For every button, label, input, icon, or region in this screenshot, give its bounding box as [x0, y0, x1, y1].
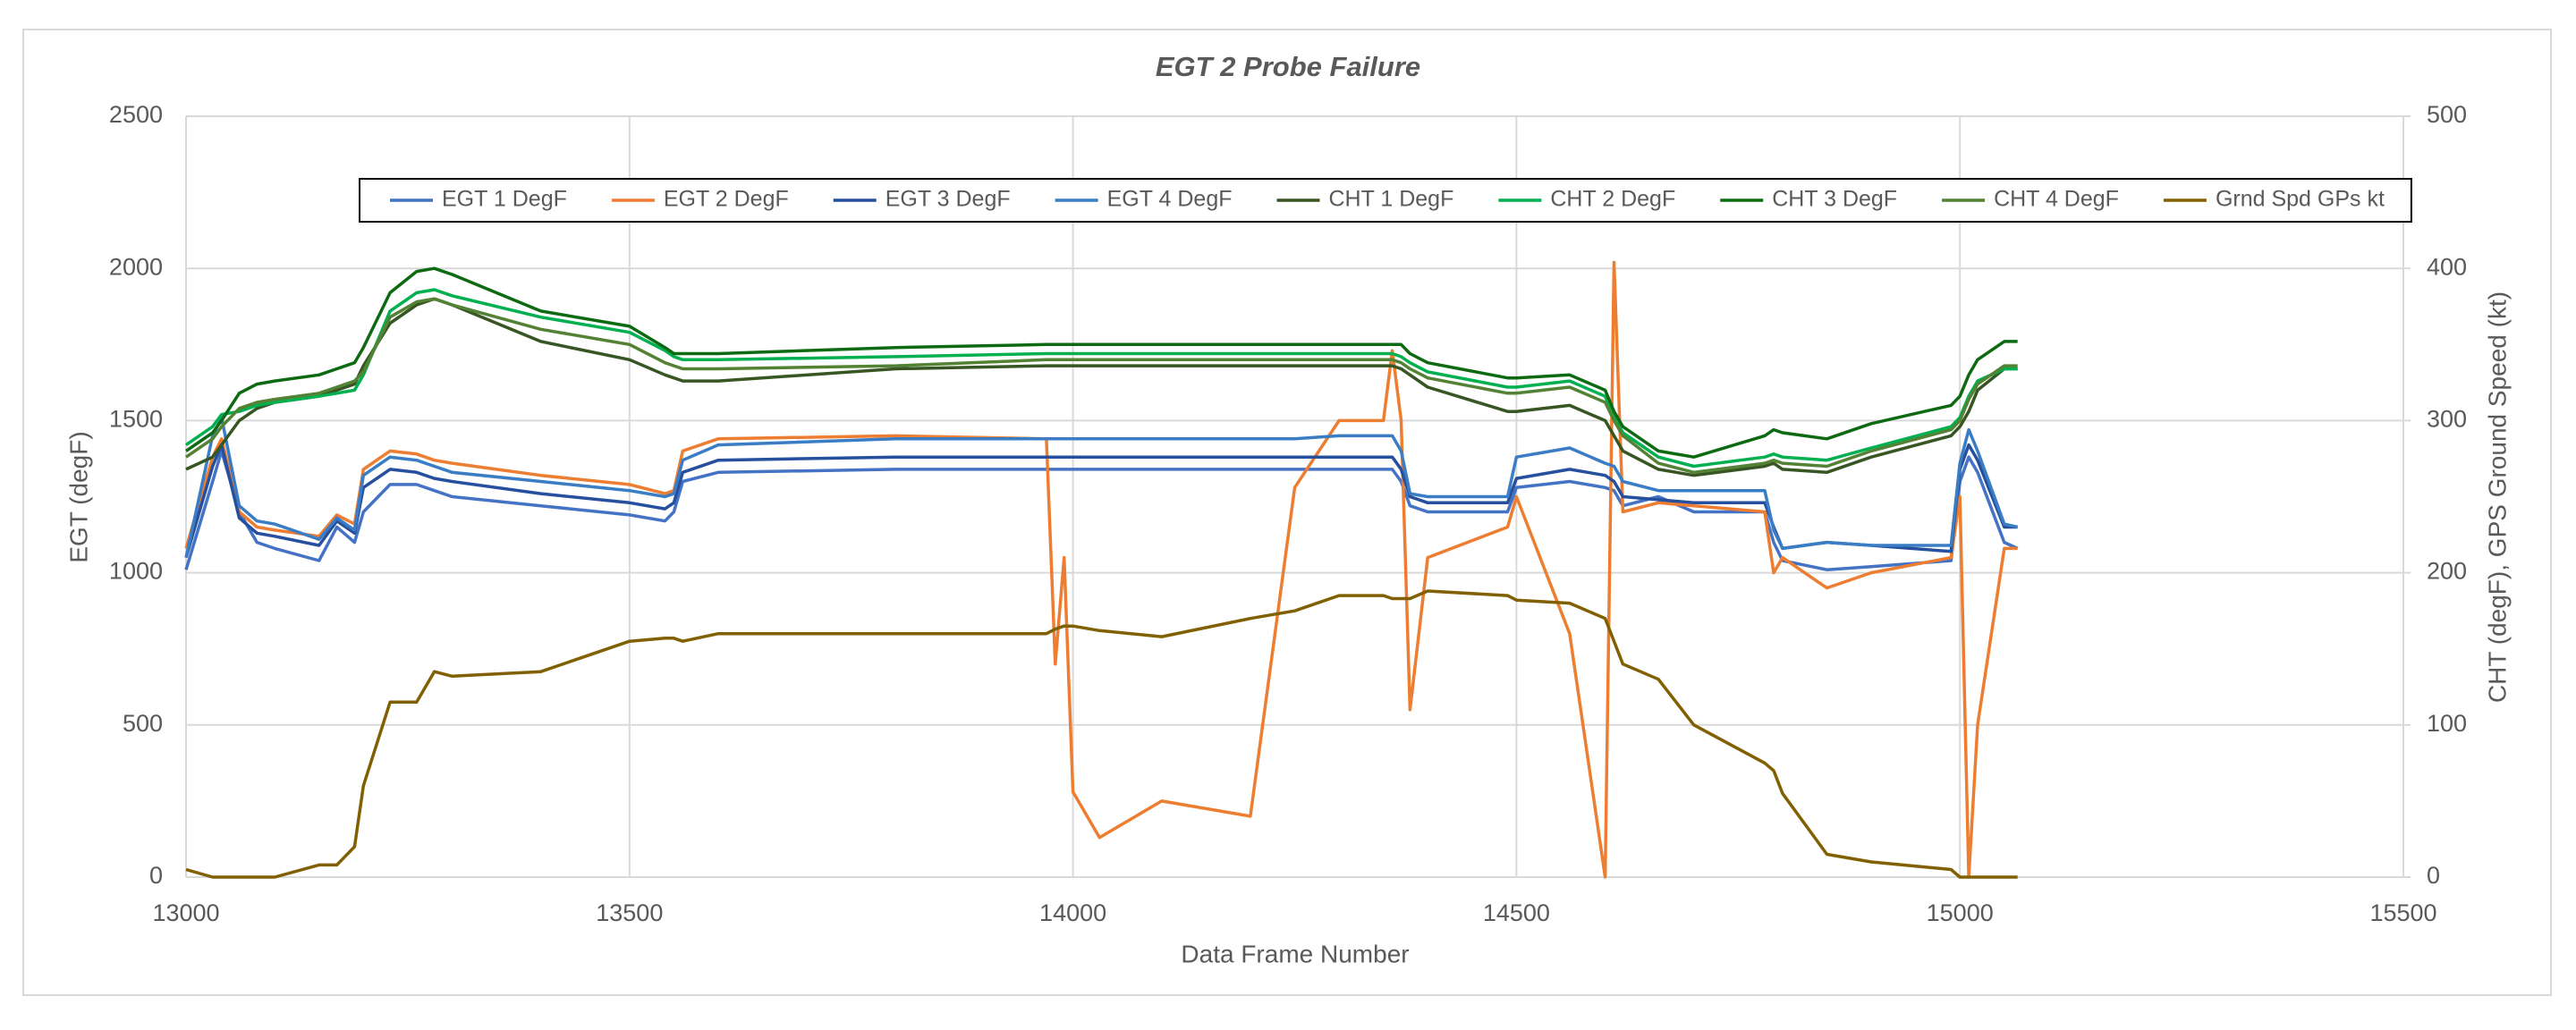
y2-tick-label: 500: [2427, 101, 2467, 128]
legend-label: EGT 1 DegF: [442, 187, 567, 212]
y-axis-label: EGT (degF): [64, 431, 92, 562]
y2-tick-label: 200: [2427, 558, 2467, 585]
legend-label: EGT 2 DegF: [664, 187, 789, 212]
legend-label: Grnd Spd GPs kt: [2216, 187, 2385, 212]
y-tick-label: 2000: [109, 253, 163, 280]
series-line: [185, 297, 2018, 475]
y2-tick-label: 0: [2427, 862, 2440, 889]
series-line: [185, 266, 2018, 459]
series-line: [184, 449, 2019, 571]
y-tick-label: 500: [123, 710, 163, 737]
x-tick-label: 13000: [152, 899, 219, 926]
y-tick-label: 0: [149, 862, 163, 889]
x-axis-label: Data Frame Number: [1181, 940, 1409, 967]
x-tick-label: 14000: [1039, 899, 1106, 926]
series-line: [185, 297, 2018, 477]
y2-axis-label: CHT (degF), GPS Ground Speed (kt): [2483, 291, 2511, 703]
x-tick-label: 14500: [1483, 899, 1550, 926]
legend-label: EGT 3 DegF: [886, 187, 1011, 212]
legend-label: CHT 4 DegF: [1994, 187, 2119, 212]
legend-label: CHT 1 DegF: [1329, 187, 1454, 212]
y2-tick-label: 300: [2427, 406, 2467, 433]
x-tick-label: 13500: [596, 899, 663, 926]
chart-border: [22, 29, 2552, 996]
series-line: [184, 416, 2019, 558]
y-tick-label: 1000: [109, 558, 163, 585]
y2-tick-label: 100: [2427, 710, 2467, 737]
chart-title: EGT 2 Probe Failure: [1156, 51, 1420, 82]
x-tick-label: 15500: [2369, 899, 2436, 926]
series-line: [185, 288, 2018, 469]
legend-label: CHT 3 DegF: [1772, 187, 1897, 212]
legend-box: [359, 178, 2412, 223]
legend-label: EGT 4 DegF: [1107, 187, 1233, 212]
x-tick-label: 15000: [1927, 899, 1994, 926]
y-tick-label: 1500: [109, 406, 163, 433]
legend: EGT 1 DegF EGT 2 DegF EGT 3 DegF EGT 4 DegF…: [359, 178, 2412, 223]
legend-label: CHT 2 DegF: [1550, 187, 1675, 212]
y-tick-label: 2500: [109, 101, 163, 128]
series-line: [185, 589, 2018, 879]
y2-tick-label: 400: [2427, 253, 2467, 280]
